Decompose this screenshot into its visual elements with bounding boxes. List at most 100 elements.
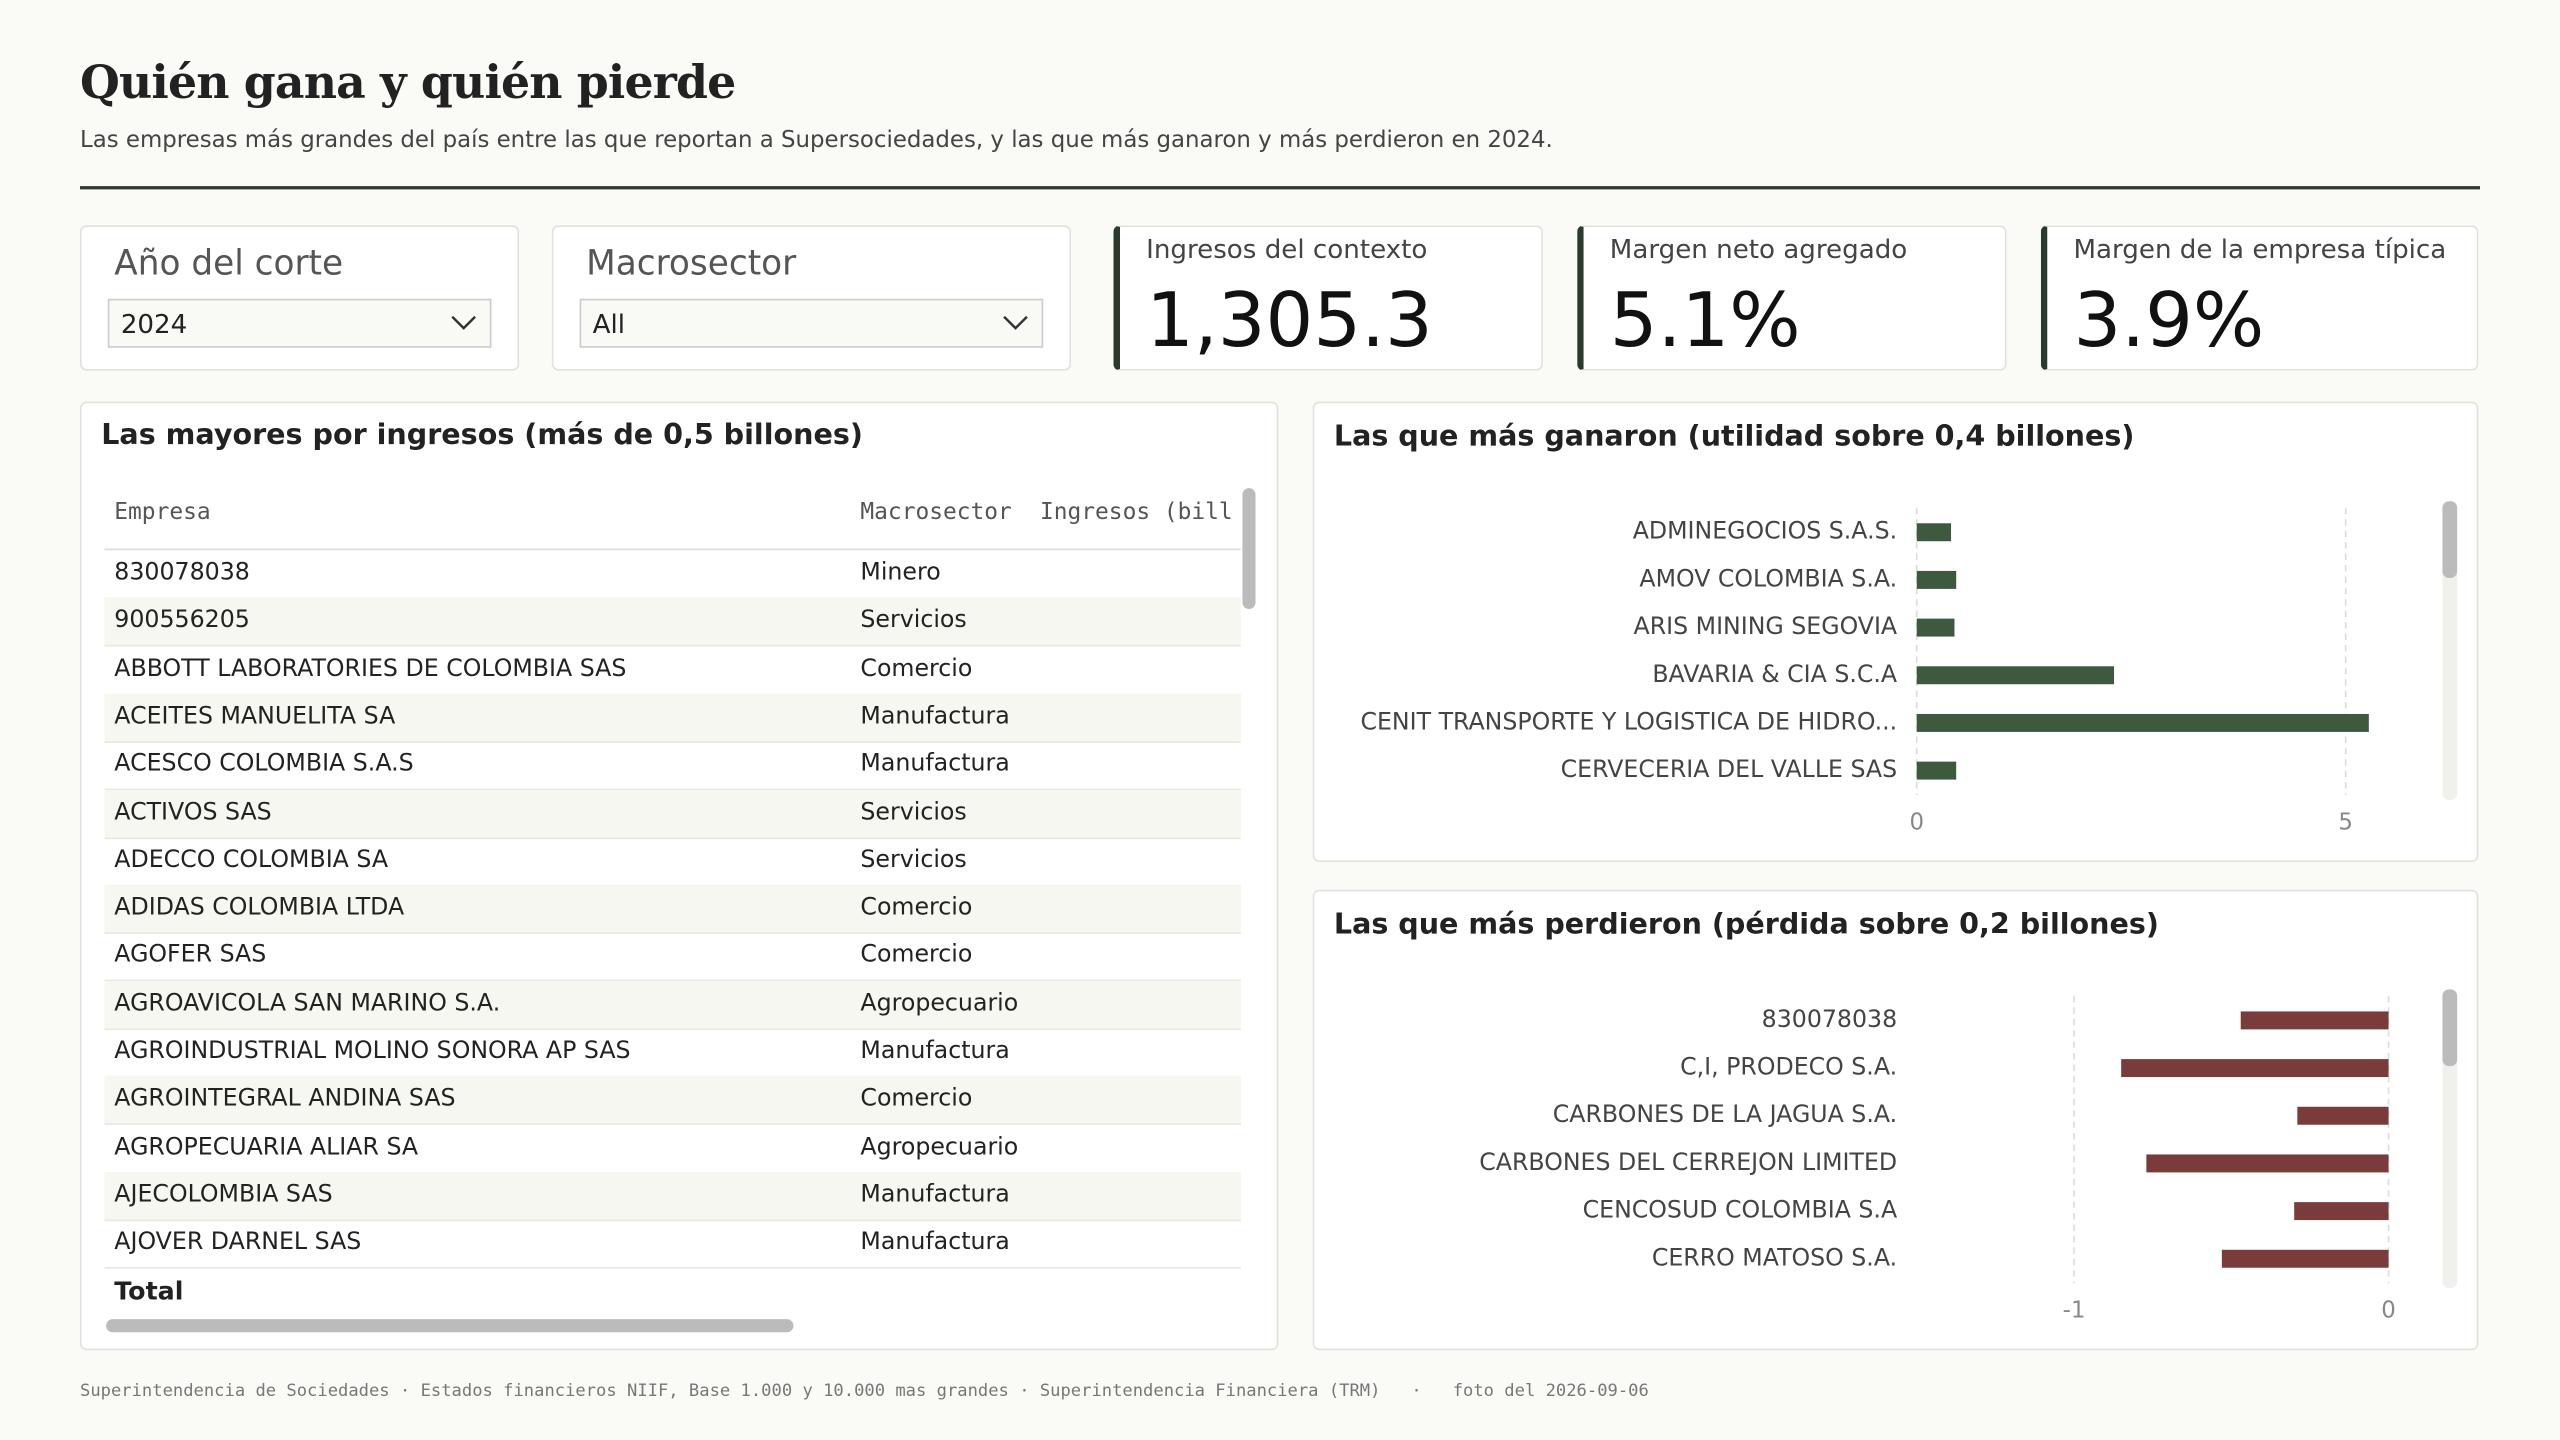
column-header: Empresa	[114, 499, 211, 526]
y-tick-label: CERRO MATOSO S.A.	[1652, 1243, 1897, 1271]
cell: Agropecuario	[860, 990, 1019, 1017]
total-row: Total	[104, 1268, 1240, 1315]
table-row: AGOFER SAS Comercio	[104, 933, 1241, 982]
chart-panel: Las que más ganaron (utilidad sobre 0,4 …	[1312, 401, 2479, 863]
filter-label: Año del corte	[114, 243, 344, 283]
scrollbar[interactable]	[2442, 989, 2458, 1067]
kpi-label: Ingresos del contexto	[1146, 233, 1428, 265]
y-tick-label: BAVARIA & CIA S.C.A	[1652, 660, 1897, 688]
table-row: ABBOTT LABORATORIES DE COLOMBIA SAS Comer…	[104, 646, 1241, 695]
dropdown-value: All	[592, 308, 626, 340]
y-tick-label: AMOV COLOMBIA S.A.	[1639, 564, 1897, 592]
y-tick-label: CENCOSUD COLOMBIA S.A	[1583, 1196, 1898, 1224]
cell: AJECOLOMBIA SAS	[114, 1181, 333, 1208]
bar	[2294, 1202, 2389, 1221]
separator: ·	[1411, 1381, 1422, 1401]
cell: AGROINTEGRAL ANDINA SAS	[114, 1086, 456, 1113]
column-header: Macrosector	[860, 499, 1012, 526]
dropdown-value: 2024	[120, 308, 188, 340]
table-row: ACESCO COLOMBIA S.A.S Manufactura	[104, 742, 1241, 791]
cell: ACEITES MANUELITA SA	[114, 703, 396, 730]
kpi-value: 5.1%	[1609, 275, 1801, 365]
table-row: AGROPECUARIA ALIAR SA Agropecuario	[104, 1124, 1241, 1174]
filter-card: Macrosector All	[551, 225, 1072, 371]
scrollbar[interactable]	[2442, 501, 2458, 578]
table-panel: Las mayores por ingresos (más de 0,5 bil…	[80, 401, 1279, 1351]
bar	[1916, 618, 1955, 637]
bar	[1916, 713, 2369, 732]
chart: Las que más perdieron (pérdida sobre 0,2…	[1334, 907, 2458, 1324]
chart-panel: Las que más perdieron (pérdida sobre 0,2…	[1312, 889, 2479, 1351]
chevron	[1003, 315, 1028, 330]
panel-title: Las mayores por ingresos (más de 0,5 bil…	[101, 419, 863, 453]
cell: AGROINDUSTRIAL MOLINO SONORA AP SAS	[114, 1038, 631, 1065]
table-header: Empresa Macrosector Ingresos (bill	[104, 485, 1241, 551]
y-tick-label: C,I, PRODECO S.A.	[1680, 1053, 1897, 1081]
scrollbar[interactable]	[1242, 488, 1256, 609]
dropdown[interactable]: All	[579, 298, 1044, 348]
kpi-card: Margen neto agregado 5.1%	[1577, 225, 2007, 371]
cell: AGROAVICOLA SAN MARINO S.A.	[114, 990, 501, 1017]
cell: 830078038	[114, 560, 250, 587]
y-tick-label: ADMINEGOCIOS S.A.S.	[1633, 517, 1897, 545]
scrollbar[interactable]	[106, 1319, 794, 1333]
cell: 900556205	[114, 607, 250, 634]
x-tick-label: 5	[2338, 809, 2353, 835]
cell: Agropecuario	[860, 1134, 1019, 1161]
chevron	[451, 315, 476, 330]
x-tick-label: -1	[2063, 1298, 2086, 1324]
cell: Comercio	[860, 1086, 973, 1113]
bar	[2240, 1011, 2389, 1030]
y-tick-label: CARBONES DEL CERREJON LIMITED	[1479, 1148, 1897, 1176]
page-title: Quién gana y quién pierde	[80, 55, 736, 110]
cell: Manufactura	[860, 703, 1010, 730]
bar	[1916, 761, 1957, 780]
cell: Manufactura	[860, 1229, 1010, 1256]
filter-card: Año del corte 2024	[80, 225, 520, 371]
cell: Comercio	[860, 942, 973, 969]
table-row: ACTIVOS SAS Servicios	[104, 789, 1241, 839]
table-row: 900556205 Servicios	[104, 598, 1241, 648]
bar	[1916, 523, 1952, 542]
cell: ACESCO COLOMBIA S.A.S	[114, 751, 414, 778]
table-row: 830078038 Minero	[104, 550, 1241, 600]
cell: Comercio	[860, 894, 973, 921]
table-row: AGROINTEGRAL ANDINA SAS Comercio	[104, 1076, 1241, 1126]
filter-label: Macrosector	[586, 243, 797, 283]
y-tick-label: 830078038	[1762, 1005, 1897, 1033]
divider	[80, 186, 2480, 190]
cell: ACTIVOS SAS	[114, 799, 272, 826]
chart-title: Las que más ganaron (utilidad sobre 0,4 …	[1334, 419, 2135, 453]
cell: AJOVER DARNEL SAS	[114, 1229, 362, 1256]
x-tick-label: 0	[2381, 1298, 2396, 1324]
table-row: AJOVER DARNEL SAS Manufactura	[104, 1220, 1241, 1269]
cell: ADECCO COLOMBIA SA	[114, 847, 389, 874]
cell: Total	[114, 1275, 184, 1306]
kpi-label: Margen de la empresa típica	[2073, 233, 2447, 265]
table-row: ACEITES MANUELITA SA Manufactura	[104, 693, 1241, 743]
sources: Superintendencia de Sociedades · Estados…	[80, 1381, 1381, 1401]
bar	[2297, 1106, 2389, 1125]
kpi-value: 1,305.3	[1146, 275, 1433, 365]
cell: AGOFER SAS	[114, 942, 267, 969]
table-row: AJECOLOMBIA SAS Manufactura	[104, 1172, 1241, 1222]
kpi-label: Margen neto agregado	[1609, 233, 1908, 265]
y-tick-label: CARBONES DE LA JAGUA S.A.	[1553, 1100, 1897, 1128]
bar	[2146, 1154, 2389, 1173]
snapshot: foto del 2026-09-06	[1452, 1381, 1649, 1401]
cell: Manufactura	[860, 751, 1010, 778]
kpi-value: 3.9%	[2073, 275, 2265, 365]
table-row: AGROINDUSTRIAL MOLINO SONORA AP SAS Manuf…	[104, 1029, 1241, 1078]
chart: Las que más ganaron (utilidad sobre 0,4 …	[1334, 419, 2458, 835]
cell: Servicios	[860, 607, 967, 634]
column-header: Ingresos (bill	[1040, 499, 1233, 526]
table-row: ADIDAS COLOMBIA LTDA Comercio	[104, 885, 1241, 935]
bar	[1916, 666, 2115, 685]
cell: Minero	[860, 560, 941, 587]
y-tick-label: ARIS MINING SEGOVIA	[1634, 612, 1898, 640]
cell: Manufactura	[860, 1038, 1010, 1065]
dropdown[interactable]: 2024	[107, 298, 492, 348]
cell: Manufactura	[860, 1181, 1010, 1208]
